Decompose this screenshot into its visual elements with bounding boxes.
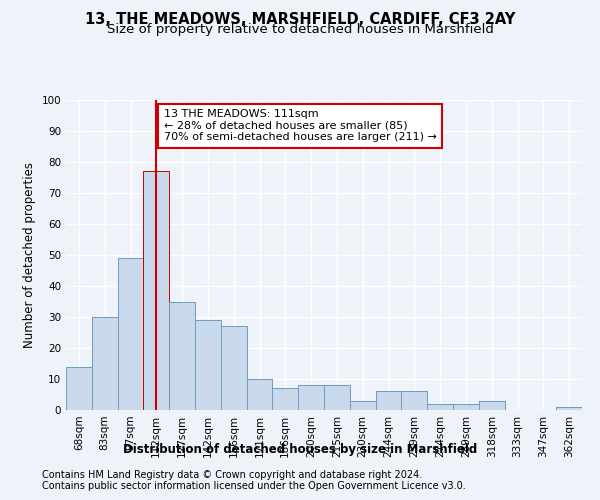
Bar [272,388,298,410]
Bar [376,392,401,410]
Bar [556,407,582,410]
Bar [453,404,479,410]
Text: Contains HM Land Registry data © Crown copyright and database right 2024.: Contains HM Land Registry data © Crown c… [42,470,422,480]
Bar [247,379,272,410]
Bar [66,366,92,410]
Bar [324,385,350,410]
Text: Distribution of detached houses by size in Marshfield: Distribution of detached houses by size … [123,444,477,456]
Text: Contains public sector information licensed under the Open Government Licence v3: Contains public sector information licen… [42,481,466,491]
Bar [350,400,376,410]
Text: Size of property relative to detached houses in Marshfield: Size of property relative to detached ho… [107,22,493,36]
Bar [143,172,169,410]
Y-axis label: Number of detached properties: Number of detached properties [23,162,36,348]
Bar [427,404,453,410]
Bar [195,320,221,410]
Bar [92,317,118,410]
Bar [221,326,247,410]
Text: 13 THE MEADOWS: 111sqm
← 28% of detached houses are smaller (85)
70% of semi-det: 13 THE MEADOWS: 111sqm ← 28% of detached… [164,110,437,142]
Text: 13, THE MEADOWS, MARSHFIELD, CARDIFF, CF3 2AY: 13, THE MEADOWS, MARSHFIELD, CARDIFF, CF… [85,12,515,28]
Bar [401,392,427,410]
Bar [169,302,195,410]
Bar [298,385,324,410]
Bar [479,400,505,410]
Bar [118,258,143,410]
